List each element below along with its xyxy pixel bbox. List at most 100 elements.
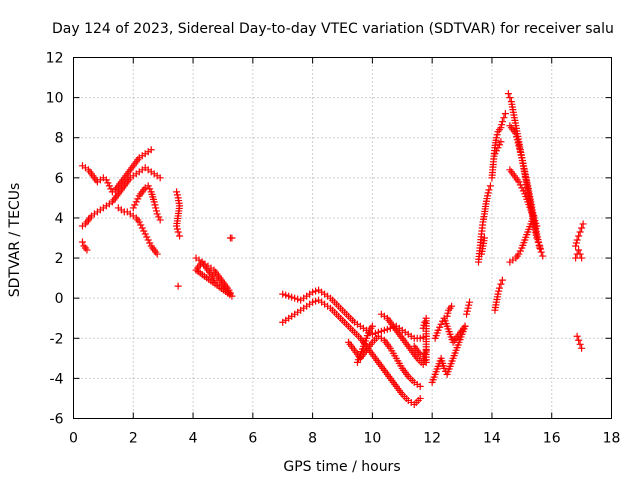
data-point <box>573 236 581 244</box>
y-tick-label: 2 <box>55 251 64 267</box>
series-track-a <box>78 146 155 196</box>
x-tick-label: 10 <box>363 431 381 447</box>
data-point <box>464 304 472 312</box>
data-point <box>377 327 385 335</box>
data-point <box>484 189 492 197</box>
data-point <box>515 142 523 150</box>
y-tick-label: 12 <box>46 51 64 67</box>
data-point <box>537 245 545 253</box>
y-tick-label: 10 <box>46 91 64 107</box>
data-point <box>515 178 523 186</box>
data-point <box>463 310 471 318</box>
series-track-w <box>488 110 509 182</box>
series-track-x <box>491 138 505 158</box>
data-point <box>465 301 473 309</box>
data-point <box>146 239 154 247</box>
y-tick-label: 0 <box>55 291 64 307</box>
x-tick-label: 16 <box>543 431 561 447</box>
data-point <box>416 382 424 390</box>
series-track-ac <box>491 276 506 314</box>
series-track-f <box>173 188 184 240</box>
data-point <box>129 204 137 212</box>
data-point <box>416 394 424 402</box>
data-point <box>578 224 586 232</box>
series-track-m <box>353 322 376 366</box>
data-point <box>516 181 524 189</box>
y-tick-label: 6 <box>55 171 64 187</box>
data-point <box>107 185 115 193</box>
data-point <box>147 146 155 154</box>
data-point <box>494 144 502 152</box>
data-point <box>518 184 526 192</box>
data-point <box>578 344 586 352</box>
data-point <box>83 246 91 254</box>
data-point <box>105 182 113 190</box>
data-point <box>513 136 521 144</box>
data-point <box>579 220 587 228</box>
series-track-r <box>431 314 469 346</box>
data-point <box>174 228 182 236</box>
data-point <box>419 354 427 362</box>
data-point <box>440 364 448 372</box>
plot-frame <box>73 57 612 419</box>
data-point <box>152 207 160 215</box>
data-point <box>501 110 509 118</box>
data-point <box>135 218 143 226</box>
data-point <box>576 250 584 258</box>
series-track-s <box>443 302 456 320</box>
data-point <box>419 333 427 341</box>
data-point <box>492 134 500 142</box>
data-point <box>156 216 164 224</box>
x-tick-label: 0 <box>69 431 78 447</box>
series-track-v <box>477 234 488 258</box>
data-point <box>530 212 538 220</box>
data-point <box>486 182 494 190</box>
data-point <box>497 124 505 132</box>
data-point <box>513 133 521 141</box>
data-point <box>448 302 456 310</box>
series-track-ad <box>572 220 587 250</box>
chart-title: Day 124 of 2023, Sidereal Day-to-day VTE… <box>52 21 614 37</box>
x-tick-label: 2 <box>129 431 138 447</box>
data-points <box>78 90 587 408</box>
data-point <box>506 94 514 102</box>
data-point <box>576 228 584 236</box>
data-point <box>173 225 181 233</box>
data-point <box>225 288 233 296</box>
data-point <box>368 322 376 330</box>
data-point <box>575 246 583 254</box>
data-point <box>575 232 583 240</box>
data-point <box>512 130 520 138</box>
data-point <box>495 284 503 292</box>
series-track-h <box>192 254 236 300</box>
y-tick-label: 4 <box>55 211 64 227</box>
data-point <box>102 176 110 184</box>
series-track-e <box>78 238 91 254</box>
data-point <box>294 295 302 303</box>
data-point <box>434 326 442 334</box>
data-point <box>141 230 149 238</box>
data-point <box>312 297 320 305</box>
data-point <box>421 318 429 326</box>
series-track-c <box>114 204 161 258</box>
data-point <box>144 182 152 190</box>
series-track-p <box>419 314 430 366</box>
data-point <box>143 233 151 241</box>
data-point <box>572 254 580 262</box>
grid <box>73 57 612 419</box>
data-point <box>536 244 544 252</box>
x-axis-label: GPS time / hours <box>283 459 400 475</box>
data-point <box>104 179 112 187</box>
data-point <box>174 282 182 290</box>
y-tick-label: 8 <box>55 131 64 147</box>
x-tick-label: 18 <box>603 431 621 447</box>
data-point <box>517 151 525 159</box>
data-point <box>228 234 236 242</box>
data-point <box>309 298 317 306</box>
series-track-t <box>463 298 474 318</box>
data-point <box>516 148 524 156</box>
data-point <box>504 90 512 98</box>
series-track-b <box>78 164 164 230</box>
y-tick-label: -4 <box>50 371 64 387</box>
data-point <box>152 204 160 212</box>
